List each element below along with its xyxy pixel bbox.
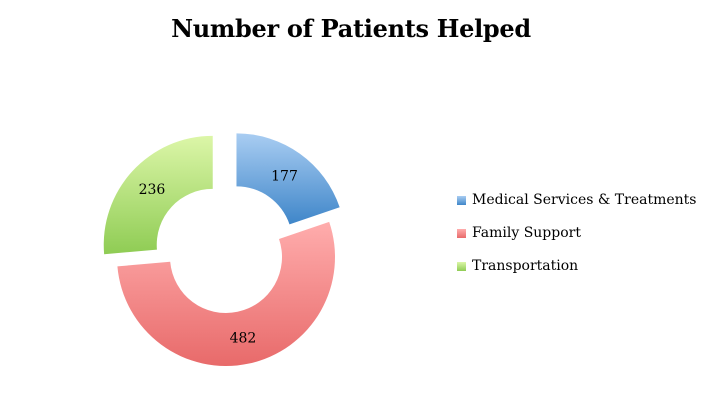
data-label-medical: 177 — [271, 168, 298, 184]
data-label-family-support: 482 — [230, 331, 257, 347]
chart-title: Number of Patients Helped — [171, 14, 531, 43]
slice-transportation — [103, 135, 213, 255]
legend-label-transportation: Transportation — [472, 258, 579, 274]
legend-label-medical: Medical Services & Treatments — [472, 192, 697, 208]
slice-medical — [236, 133, 340, 225]
data-label-transportation: 236 — [139, 182, 166, 198]
legend-label-family-support: Family Support — [472, 225, 581, 241]
legend-item-transportation: Transportation — [457, 255, 696, 277]
legend-item-family-support: Family Support — [457, 222, 696, 244]
legend-swatch-medical — [457, 195, 466, 205]
legend-swatch-transportation — [457, 261, 466, 271]
slice-family-support — [117, 221, 336, 367]
legend: Medical Services & Treatments Family Sup… — [457, 189, 696, 288]
legend-item-medical: Medical Services & Treatments — [457, 189, 696, 211]
legend-swatch-family-support — [457, 228, 466, 238]
